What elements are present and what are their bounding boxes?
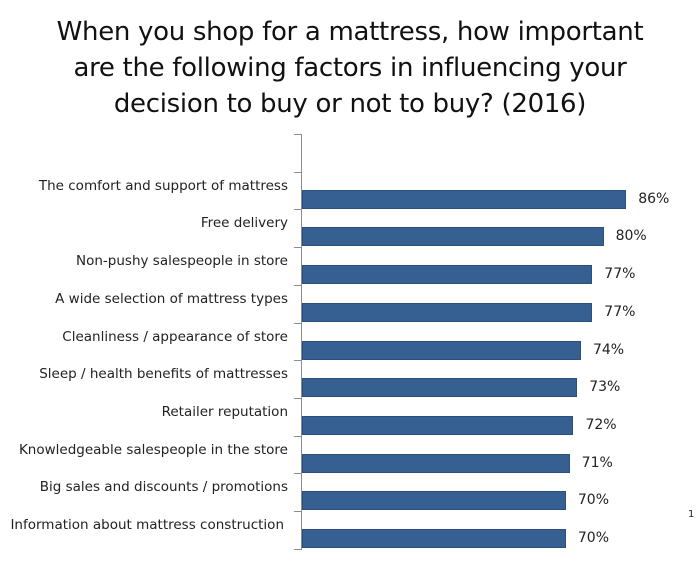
bar-row: Information about mattress construction 7… bbox=[0, 511, 700, 549]
category-label: Retailer reputation bbox=[161, 403, 288, 420]
axis-tick bbox=[294, 134, 302, 135]
bar bbox=[302, 378, 578, 398]
value-label: 70% bbox=[577, 530, 610, 546]
value-label: 86% bbox=[638, 190, 670, 207]
axis-tick bbox=[294, 548, 302, 550]
category-label: The comfort and support of mattress bbox=[38, 177, 288, 194]
bar bbox=[302, 453, 570, 473]
category-label: Big sales and discounts / promotions bbox=[39, 479, 288, 496]
bar bbox=[302, 340, 581, 360]
bar bbox=[302, 227, 604, 247]
bar bbox=[302, 491, 566, 511]
value-label: 77% bbox=[604, 266, 636, 283]
bar bbox=[302, 415, 574, 435]
category-axis bbox=[301, 134, 302, 549]
bar-row: The comfort and support of mattress 86% bbox=[0, 172, 700, 210]
category-label: Free delivery bbox=[200, 215, 288, 232]
axis-tick bbox=[294, 171, 302, 173]
bar bbox=[302, 529, 566, 548]
value-label: 74% bbox=[592, 341, 625, 358]
page-number: 1 bbox=[688, 509, 695, 520]
bar-row: Knowledgeable salespeople in the store 71… bbox=[0, 436, 700, 474]
title-line-1: When you shop for a mattress, how import… bbox=[56, 17, 644, 47]
bar-row: Free delivery 80% bbox=[0, 209, 700, 247]
axis-tick bbox=[294, 209, 302, 211]
bar-row: Non-pushy salespeople in store 77% bbox=[0, 247, 700, 285]
category-label: Cleanliness / appearance of store bbox=[62, 328, 288, 345]
axis-tick bbox=[294, 473, 302, 475]
title-line-3: decision to buy or not to buy? (2016) bbox=[113, 89, 587, 119]
bar bbox=[302, 302, 593, 322]
value-label: 73% bbox=[589, 379, 621, 396]
category-label: Non-pushy salespeople in store bbox=[76, 253, 288, 270]
value-label: 80% bbox=[615, 228, 647, 245]
category-label: Information about mattress construction bbox=[10, 517, 284, 533]
bar-row: Big sales and discounts / promotions 70% bbox=[0, 473, 700, 511]
bar-row: A wide selection of mattress types 77% bbox=[0, 285, 700, 323]
axis-tick bbox=[294, 322, 302, 324]
value-label: 71% bbox=[581, 454, 613, 471]
axis-tick bbox=[294, 284, 302, 286]
axis-tick bbox=[294, 435, 302, 437]
category-label: Knowledgeable salespeople in the store bbox=[18, 441, 288, 458]
axis-tick bbox=[294, 360, 302, 362]
value-label: 72% bbox=[585, 416, 617, 433]
category-label: A wide selection of mattress types bbox=[55, 290, 288, 307]
bar-row: Cleanliness / appearance of store 74% bbox=[0, 323, 700, 361]
bar bbox=[302, 265, 593, 285]
bar-row: Retailer reputation 72% bbox=[0, 398, 700, 436]
category-label: Sleep / health benefits of mattresses bbox=[39, 366, 288, 383]
bar-row: Sleep / health benefits of mattresses 73% bbox=[0, 360, 700, 398]
chart-title: When you shop for a mattress, how import… bbox=[0, 14, 700, 122]
value-label: 77% bbox=[604, 303, 636, 320]
value-label: 70% bbox=[577, 492, 610, 509]
axis-tick bbox=[294, 511, 302, 512]
title-line-2: are the following factors in influencing… bbox=[73, 53, 627, 83]
axis-tick bbox=[294, 397, 302, 399]
bar bbox=[302, 189, 627, 209]
axis-tick bbox=[294, 247, 302, 249]
